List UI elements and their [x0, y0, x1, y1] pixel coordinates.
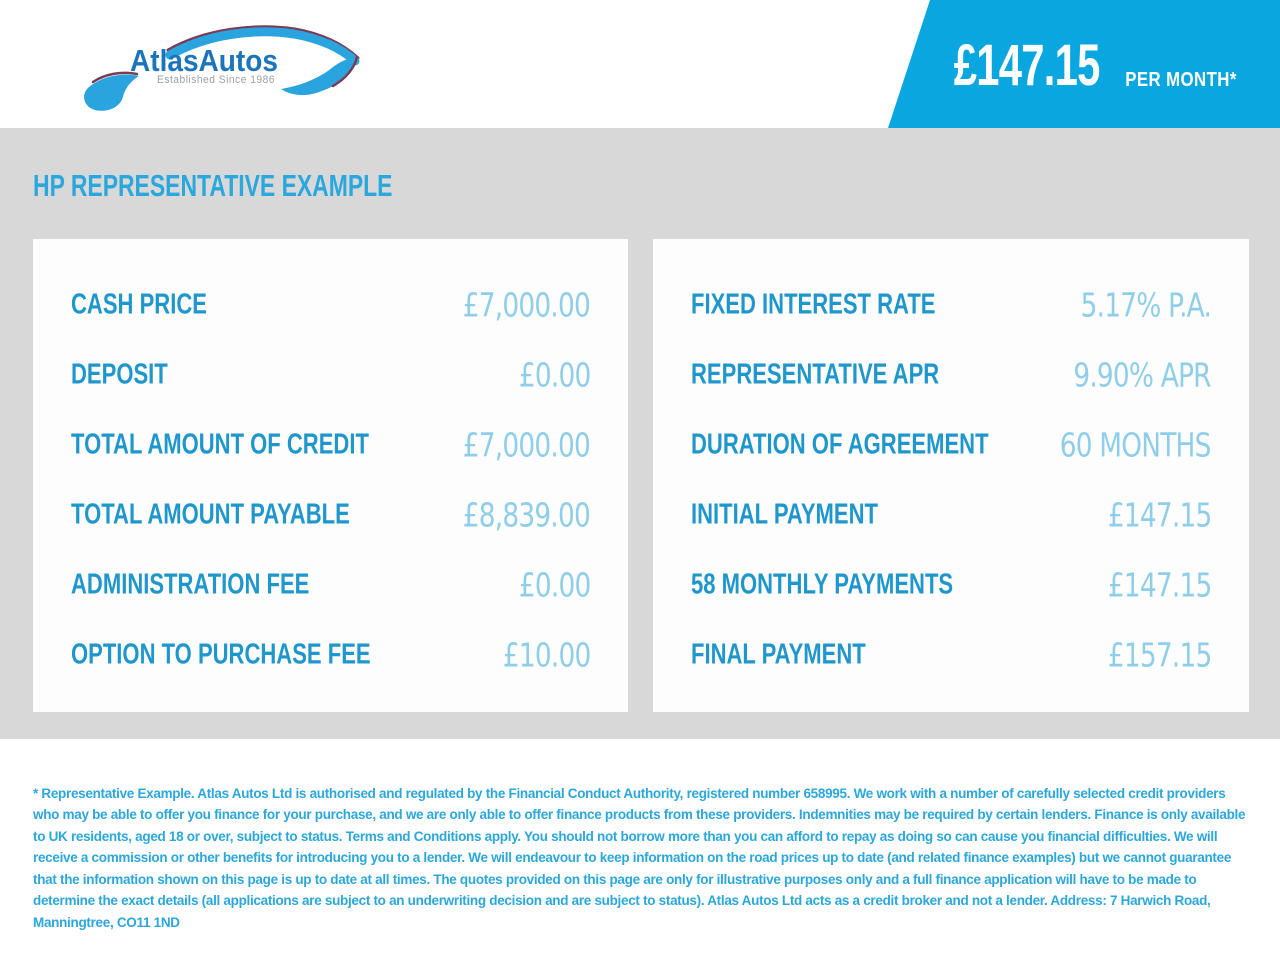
page-header: AtlasAutos Established Since 1986 £147.1…: [0, 0, 1280, 128]
car-rear-accent-icon: [331, 55, 359, 88]
row-value: £157.15: [1107, 635, 1211, 675]
finance-row: DEPOSIT £0.00: [71, 340, 591, 410]
logo-wordmark: AtlasAutos: [130, 43, 278, 78]
row-label: INITIAL PAYMENT: [691, 498, 878, 531]
finance-row: REPRESENTATIVE APR 9.90% APR: [691, 340, 1212, 410]
row-label: 58 MONTHLY PAYMENTS: [691, 568, 954, 601]
row-label: TOTAL AMOUNT OF CREDIT: [71, 428, 369, 461]
row-value: £147.15: [1107, 565, 1211, 605]
finance-row: OPTION TO PURCHASE FEE £10.00: [71, 620, 591, 690]
finance-row: 58 MONTHLY PAYMENTS £147.15: [691, 550, 1212, 620]
row-value: £0.00: [518, 355, 590, 395]
finance-row: FINAL PAYMENT £157.15: [691, 620, 1212, 690]
row-label: REPRESENTATIVE APR: [691, 358, 940, 391]
price-banner: £147.15 PER MONTH*: [888, 0, 1280, 128]
finance-row: ADMINISTRATION FEE £0.00: [71, 550, 591, 620]
finance-panel-terms: FIXED INTEREST RATE 5.17% P.A. REPRESENT…: [653, 239, 1249, 712]
finance-row: TOTAL AMOUNT OF CREDIT £7,000.00: [71, 410, 591, 480]
page-title: HP REPRESENTATIVE EXAMPLE: [33, 168, 393, 203]
row-value: £7,000.00: [462, 285, 591, 325]
logo-tagline: Established Since 1986: [157, 74, 275, 86]
finance-row: FIXED INTEREST RATE 5.17% P.A.: [691, 270, 1212, 340]
row-label: CASH PRICE: [71, 288, 207, 321]
car-front-accent-icon: [91, 71, 139, 84]
row-label: OPTION TO PURCHASE FEE: [71, 638, 371, 671]
row-label: FIXED INTEREST RATE: [691, 288, 936, 321]
car-roof-accent-icon: [166, 25, 360, 60]
row-value: £7,000.00: [462, 425, 591, 465]
row-label: ADMINISTRATION FEE: [71, 568, 310, 601]
row-label: TOTAL AMOUNT PAYABLE: [71, 498, 350, 531]
row-value: 60 MONTHS: [1060, 425, 1212, 465]
legal-disclaimer: * Representative Example. Atlas Autos Lt…: [33, 785, 1246, 930]
row-label: DEPOSIT: [71, 358, 168, 391]
finance-row: TOTAL AMOUNT PAYABLE £8,839.00: [71, 480, 591, 550]
row-value: £8,839.00: [462, 495, 591, 535]
row-value: £0.00: [518, 565, 590, 605]
finance-panel-amounts: CASH PRICE £7,000.00 DEPOSIT £0.00 TOTAL…: [33, 239, 628, 712]
car-roof-icon: [165, 27, 360, 66]
row-value: 5.17% P.A.: [1080, 285, 1212, 325]
row-label: FINAL PAYMENT: [691, 638, 866, 671]
atlas-autos-logo: AtlasAutos Established Since 1986: [84, 25, 360, 111]
car-front-icon: [84, 74, 139, 111]
car-rear-icon: [281, 57, 358, 96]
row-value: 9.90% APR: [1073, 355, 1212, 395]
finance-row: DURATION OF AGREEMENT 60 MONTHS: [691, 410, 1212, 480]
banner-monthly-price: £147.15: [954, 33, 1101, 98]
row-value: £147.15: [1107, 495, 1211, 535]
row-value: £10.00: [502, 635, 590, 675]
banner-period-label: PER MONTH*: [1125, 69, 1237, 91]
finance-row: INITIAL PAYMENT £147.15: [691, 480, 1212, 550]
row-label: DURATION OF AGREEMENT: [691, 428, 989, 461]
finance-row: CASH PRICE £7,000.00: [71, 270, 591, 340]
